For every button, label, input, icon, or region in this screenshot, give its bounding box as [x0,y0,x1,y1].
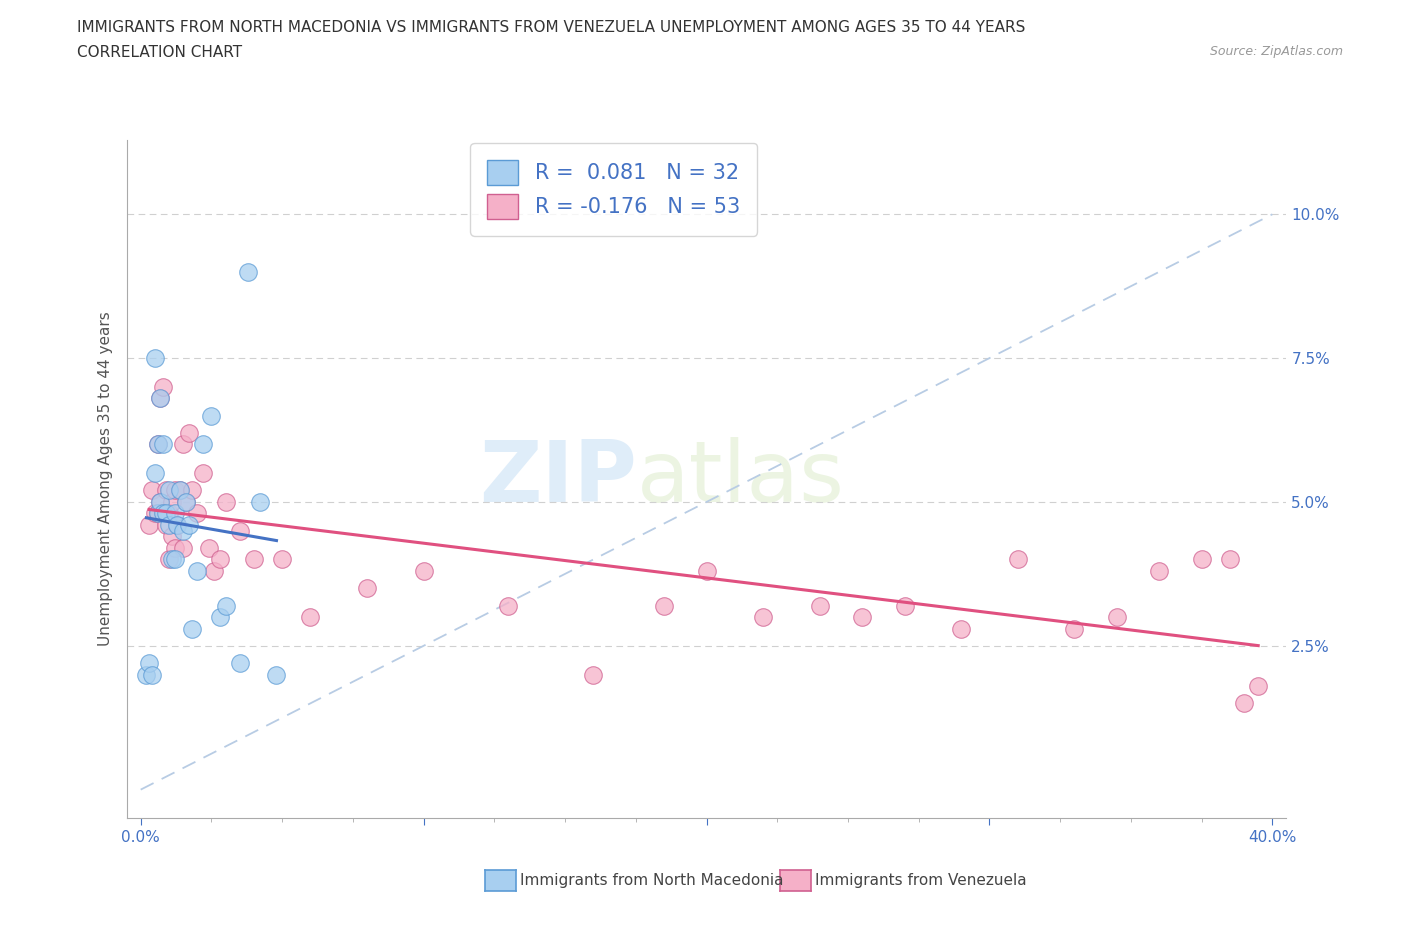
Point [160,495,183,510]
Point [141,667,163,682]
Point [152,506,174,521]
Point [652,598,675,613]
Point [149,391,172,405]
Y-axis label: Unemployment Among Ages 35 to 44 years: Unemployment Among Ages 35 to 44 years [98,312,114,646]
Point [851,609,873,624]
Point [135,667,157,682]
Point [271,552,294,567]
Point [163,506,186,521]
Point [197,540,219,555]
Point [174,495,197,510]
Point [1063,621,1085,636]
Point [177,517,200,532]
Point [146,437,169,452]
Point [143,466,166,481]
Point [893,598,915,613]
Point [191,466,214,481]
Point [808,598,831,613]
Point [582,667,605,682]
Point [214,495,236,510]
Point [155,517,177,532]
Point [1191,552,1213,567]
Point [180,621,202,636]
Point [412,564,434,578]
Point [157,517,180,532]
Point [356,581,378,596]
Point [266,667,288,682]
Point [1247,679,1270,694]
Point [143,351,166,365]
Point [186,506,208,521]
Point [157,506,180,521]
Point [157,552,180,567]
Point [1105,609,1128,624]
Point [1007,552,1029,567]
Point [169,483,191,498]
Point [163,540,186,555]
Point [149,495,172,510]
Text: Immigrants from North Macedonia: Immigrants from North Macedonia [520,873,783,888]
Point [200,408,222,423]
Point [752,609,775,624]
Point [1219,552,1241,567]
Point [249,495,271,510]
Point [163,552,186,567]
Point [243,552,266,567]
Point [1233,696,1256,711]
Point [146,506,169,521]
Point [238,264,260,279]
Point [1147,564,1170,578]
Point [299,609,322,624]
Point [186,564,208,578]
Point [152,506,174,521]
Text: ZIP: ZIP [479,437,637,521]
Point [180,483,202,498]
Point [228,656,250,671]
Point [155,506,177,521]
Point [228,524,250,538]
Point [163,483,186,498]
Point [155,483,177,498]
Point [208,609,231,624]
Point [160,529,183,544]
Point [202,564,225,578]
Text: CORRELATION CHART: CORRELATION CHART [77,45,242,60]
Text: Immigrants from Venezuela: Immigrants from Venezuela [815,873,1028,888]
Point [169,483,191,498]
Point [146,437,169,452]
Point [149,391,172,405]
Point [152,379,174,394]
Point [146,506,169,521]
Point [498,598,520,613]
Point [166,517,188,532]
Point [172,437,194,452]
Point [208,552,231,567]
Point [174,495,197,510]
Point [138,656,160,671]
Legend: R =  0.081   N = 32, R = -0.176   N = 53: R = 0.081 N = 32, R = -0.176 N = 53 [471,143,756,235]
Point [152,437,174,452]
Point [214,598,236,613]
Point [160,552,183,567]
Point [172,524,194,538]
Point [141,483,163,498]
Point [157,483,180,498]
Point [695,564,717,578]
Point [172,540,194,555]
Point [138,517,160,532]
Point [191,437,214,452]
Point [166,517,188,532]
Text: Source: ZipAtlas.com: Source: ZipAtlas.com [1209,45,1343,58]
Text: IMMIGRANTS FROM NORTH MACEDONIA VS IMMIGRANTS FROM VENEZUELA UNEMPLOYMENT AMONG : IMMIGRANTS FROM NORTH MACEDONIA VS IMMIG… [77,20,1026,35]
Point [143,506,166,521]
Text: atlas: atlas [637,437,845,521]
Point [177,426,200,441]
Point [950,621,973,636]
Point [149,495,172,510]
